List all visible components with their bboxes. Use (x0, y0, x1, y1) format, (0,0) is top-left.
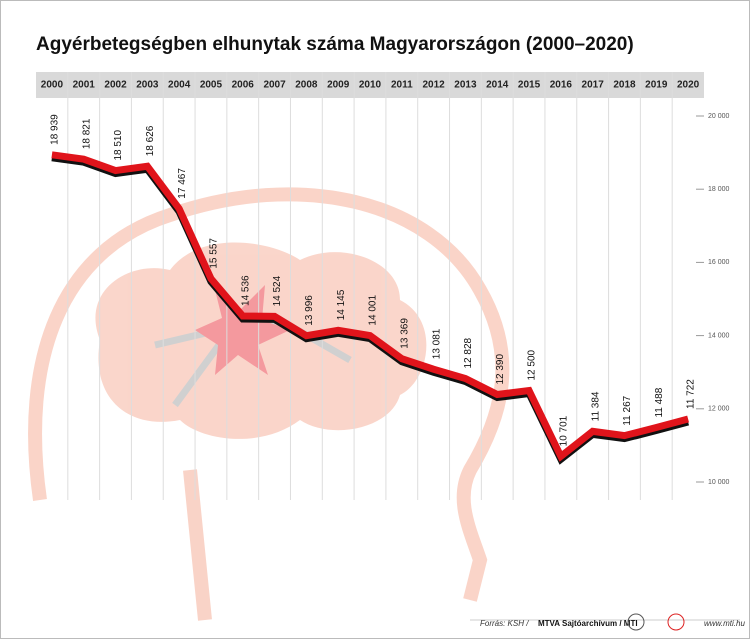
x-tick-label: 2007 (263, 80, 286, 91)
value-label: 11 384 (590, 391, 601, 421)
y-tick-label: 18 000 (708, 186, 730, 193)
value-label: 13 996 (304, 295, 315, 326)
value-label: 17 467 (177, 168, 188, 199)
x-tick-label: 2011 (391, 80, 413, 91)
value-label: 14 536 (240, 275, 251, 306)
x-tick-label: 2003 (136, 80, 159, 91)
value-label: 11 267 (622, 395, 633, 425)
value-label: 12 390 (495, 354, 506, 385)
x-tick-label: 2012 (422, 80, 445, 91)
y-tick-label: 12 000 (708, 406, 730, 413)
value-label: 11 722 (686, 379, 697, 409)
year-band (36, 72, 704, 98)
value-label: 14 001 (368, 295, 379, 326)
x-tick-label: 2005 (200, 80, 223, 91)
value-label: 12 500 (527, 349, 538, 380)
value-label: 13 369 (399, 318, 410, 349)
value-label: 18 939 (50, 114, 61, 145)
x-tick-label: 2017 (582, 80, 605, 91)
x-tick-label: 2001 (73, 80, 96, 91)
x-tick-label: 2018 (613, 80, 636, 91)
y-tick-label: 14 000 (708, 332, 730, 339)
line (51, 151, 690, 462)
value-label: 10 701 (558, 415, 569, 446)
x-tick-label: 2015 (518, 80, 541, 91)
x-tick-label: 2010 (359, 80, 382, 91)
y-tick-label: 20 000 (708, 113, 730, 120)
value-label: 14 145 (336, 289, 347, 320)
logo (627, 613, 645, 631)
value-label: 12 828 (463, 337, 474, 368)
value-label: 18 626 (145, 125, 156, 156)
x-tick-label: 2002 (104, 80, 127, 91)
source: Forrás: KSH / (480, 619, 529, 628)
head-silhouette (28, 187, 510, 621)
value-label: 13 081 (431, 328, 442, 359)
x-tick-label: 2008 (295, 80, 318, 91)
x-tick-label: 2019 (645, 80, 668, 91)
x-tick-label: 2016 (550, 80, 573, 91)
x-tick-label: 2000 (41, 80, 64, 91)
x-tick-label: 2014 (486, 80, 509, 91)
value-label: 15 557 (209, 238, 220, 269)
x-tick-label: 2009 (327, 80, 350, 91)
x-tick-label: 2013 (454, 80, 477, 91)
x-tick-label: 2004 (168, 80, 191, 91)
value-label: 18 510 (113, 130, 124, 161)
x-tick-label: 2006 (232, 80, 255, 91)
value-label: 11 488 (654, 387, 665, 417)
logo (667, 613, 685, 631)
archive: MTVA Sajtóarchívum / MTI (538, 619, 638, 628)
value-label: 14 524 (272, 275, 283, 306)
y-tick-label: 16 000 (708, 259, 730, 266)
value-label: 18 821 (81, 118, 92, 149)
chart-title: Agyérbetegségben elhunytak száma Magyaro… (36, 34, 634, 55)
x-tick-label: 2020 (677, 80, 700, 91)
y-tick-label: 10 000 (708, 479, 730, 486)
url: www.mti.hu (704, 619, 745, 628)
